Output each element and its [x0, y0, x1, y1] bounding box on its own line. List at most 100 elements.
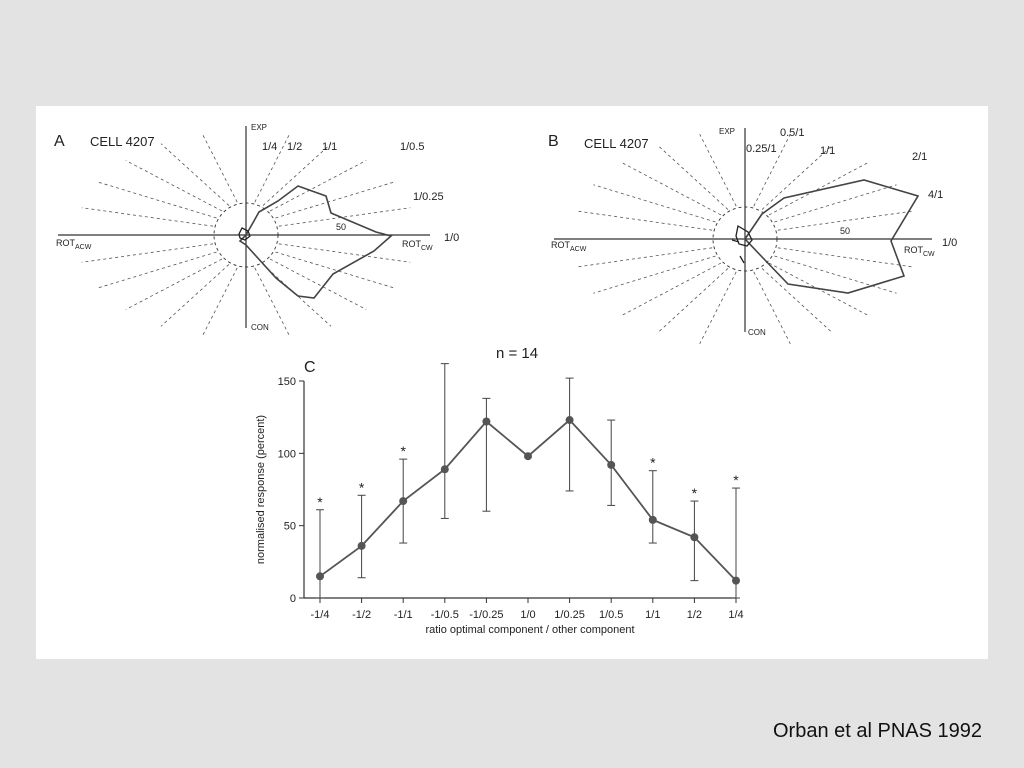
- panel-b-ray-label: 4/1: [928, 189, 943, 201]
- panel-a: A CELL 4207 EXP CON ROTACW ROTCW 50 1/4 …: [54, 123, 459, 337]
- panel-b-scale-circle: [712, 206, 778, 272]
- panel-b-dashed-ray: [575, 210, 713, 231]
- panel-b: B CELL 4207 EXP CON ROTACW ROTCW 50 0.5/…: [548, 127, 957, 344]
- panel-b-ray-label: 0.25/1: [746, 143, 777, 155]
- panel-b-ray-label: 1/1: [820, 145, 835, 157]
- panel-b-rot-acw-label: ROTACW: [551, 240, 587, 253]
- panel-b-dashed-ray: [657, 144, 729, 210]
- panel-a-dashed-ray: [81, 243, 214, 263]
- panel-b-dashed-ray: [621, 262, 722, 317]
- panel-a-dashed-ray: [278, 243, 411, 263]
- panel-a-axes: [58, 126, 430, 328]
- panel-a-response-polygon: [238, 185, 393, 299]
- panel-b-letter: B: [548, 133, 559, 150]
- panel-b-rot-cw-label: ROTCW: [904, 245, 935, 258]
- panel-c-n-label: n = 14: [496, 345, 538, 362]
- data-point: [357, 541, 366, 550]
- data-point: [690, 533, 699, 542]
- panel-b-dashed-ray: [699, 134, 737, 207]
- data-point: [732, 576, 740, 585]
- panel-c: C n = 14 0 50 100 150 -1/4 -1/2 -1/1 -1/0.5 -1/0…: [255, 345, 744, 636]
- panel-a-letter: A: [54, 133, 65, 150]
- x-axis-label: ratio optimal component / other componen…: [425, 624, 634, 636]
- y-axis-label: normalised response (percent): [255, 415, 267, 564]
- panel-b-ray-label: 1/0: [942, 237, 957, 249]
- panel-b-response-polygon: [743, 179, 920, 294]
- x-tick-label: 1/0.5: [599, 609, 623, 621]
- significance-marker: *: [317, 494, 323, 510]
- data-point: [648, 515, 657, 524]
- panel-c-letter: C: [304, 359, 316, 376]
- data-point: [524, 452, 532, 461]
- panel-b-con-label: CON: [748, 328, 766, 337]
- panel-a-dashed-ray: [269, 160, 367, 212]
- x-tick-label: -1/0.25: [469, 609, 503, 621]
- y-tick-label: 50: [284, 521, 296, 533]
- panel-a-ray-label: 1/0.5: [400, 141, 424, 153]
- panel-b-axes: [554, 128, 932, 332]
- panel-b-exp-label: EXP: [719, 127, 735, 136]
- data-point: [482, 417, 491, 426]
- x-tick-label: 1/2: [687, 609, 702, 621]
- x-tick-label: -1/0.5: [431, 609, 459, 621]
- panel-b-ray-label: 2/1: [912, 151, 927, 163]
- data-point: [565, 416, 574, 425]
- panel-b-dashed-ray: [774, 184, 897, 223]
- panel-b-dashed-ray: [777, 210, 915, 231]
- panel-b-dashed-ray: [768, 161, 869, 216]
- panel-a-ray-label: 1/4: [262, 141, 277, 153]
- x-tick-label: 1/4: [728, 609, 743, 621]
- y-tick-label: 150: [278, 376, 296, 388]
- panel-b-ray-label: 0.5/1: [780, 127, 804, 139]
- data-point: [399, 497, 408, 506]
- panel-a-dashed-ray: [125, 160, 223, 212]
- panel-b-dashed-ray: [575, 247, 713, 268]
- citation-text: Orban et al PNAS 1992: [772, 720, 982, 742]
- panel-b-rays: [575, 134, 915, 344]
- chart-c: 0 50 100 150 -1/4 -1/2 -1/1 -1/0.5 -1/0.25 1/0 1/0…: [255, 363, 744, 636]
- panel-a-dashed-ray: [275, 181, 394, 219]
- panel-a-ray-label: 1/2: [287, 141, 302, 153]
- panel-b-dashed-ray: [699, 271, 737, 344]
- panel-b-scale-label: 50: [840, 226, 850, 236]
- panel-a-dashed-ray: [254, 133, 291, 203]
- significance-marker: *: [650, 455, 656, 471]
- panel-b-dashed-ray: [761, 268, 833, 334]
- panel-a-ray-label: 1/0: [444, 232, 459, 244]
- significance-marker: *: [359, 479, 365, 495]
- figure-panel: A CELL 4207 EXP CON ROTACW ROTCW 50 1/4 …: [36, 106, 988, 659]
- x-tick-label: 1/0.25: [554, 609, 585, 621]
- panel-b-dashed-ray: [777, 247, 915, 268]
- x-tick-label: -1/4: [311, 609, 330, 621]
- x-tick-label: -1/2: [352, 609, 371, 621]
- panel-b-dashed-ray: [593, 184, 716, 223]
- data-point: [607, 460, 616, 469]
- panel-b-title: CELL 4207: [584, 136, 649, 151]
- panel-a-rot-acw-label: ROTACW: [56, 238, 92, 251]
- significance-marker: *: [733, 472, 739, 488]
- data-point: [316, 572, 324, 581]
- panel-a-ray-label: 1/0.25: [413, 191, 444, 203]
- data-point: [440, 465, 449, 474]
- panel-b-dashed-ray: [774, 255, 897, 294]
- panel-a-scale-label: 50: [336, 222, 346, 232]
- x-tick-label: 1/1: [645, 609, 660, 621]
- panel-a-dashed-ray: [81, 207, 214, 227]
- significance-marker: *: [400, 443, 406, 459]
- panel-a-con-label: CON: [251, 323, 269, 332]
- panel-b-dashed-ray: [761, 144, 833, 210]
- panel-a-dashed-ray: [269, 258, 367, 310]
- significance-marker: *: [692, 485, 698, 501]
- panel-a-dashed-ray: [254, 267, 291, 337]
- panel-a-dashed-ray: [278, 207, 411, 227]
- panel-a-dashed-ray: [160, 143, 230, 206]
- panel-a-exp-label: EXP: [251, 123, 267, 132]
- panel-a-scale-circle: [213, 202, 279, 268]
- panel-a-dashed-ray: [125, 258, 223, 310]
- panel-a-dashed-ray: [98, 251, 217, 289]
- panel-b-dashed-ray: [593, 255, 716, 294]
- panel-a-dashed-ray: [275, 251, 394, 289]
- panel-a-rays: [81, 133, 411, 337]
- y-tick-label: 100: [278, 448, 296, 460]
- x-tick-label: -1/1: [394, 609, 413, 621]
